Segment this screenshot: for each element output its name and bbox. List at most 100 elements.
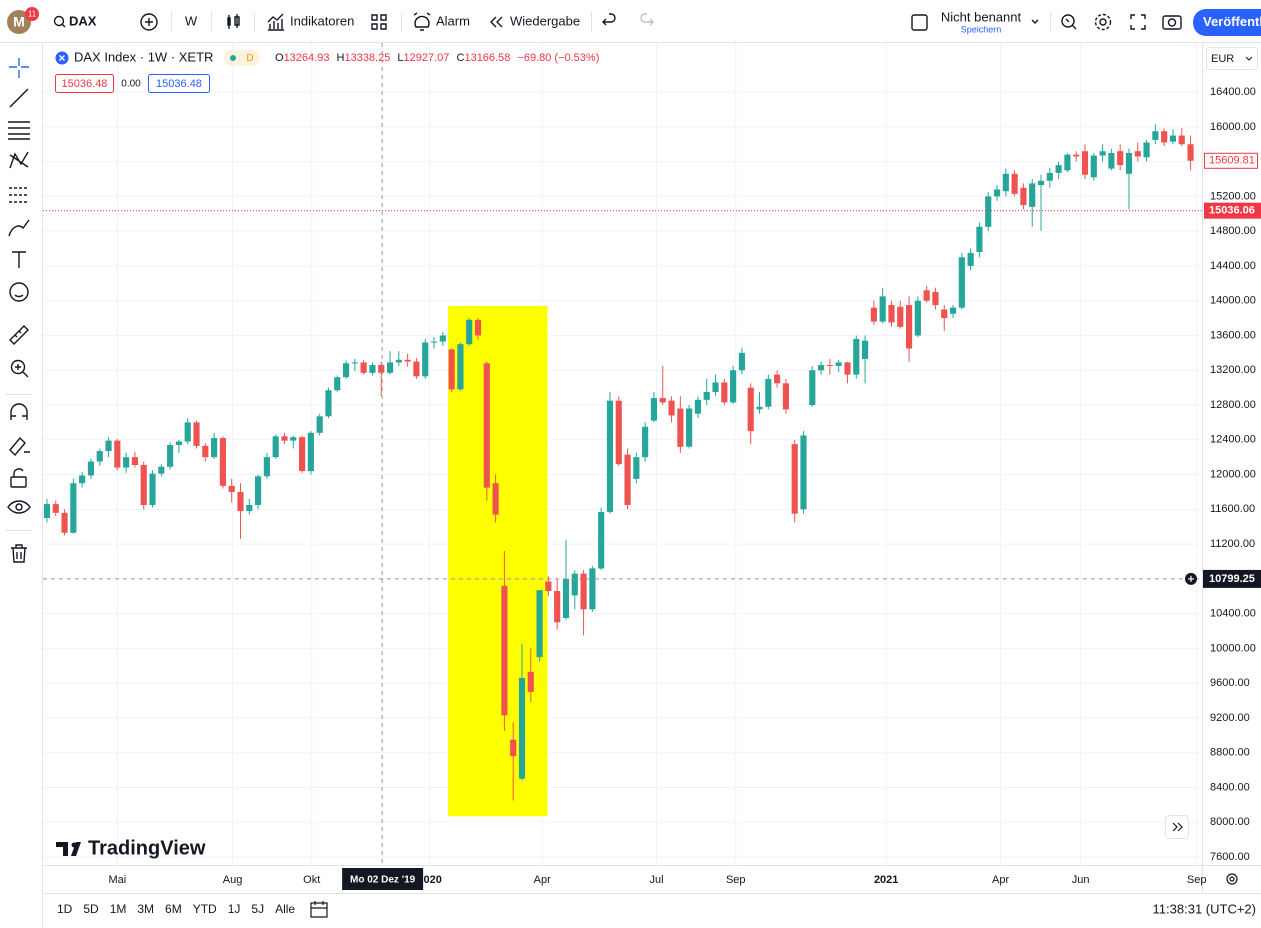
undo-button[interactable] (602, 13, 616, 26)
crosshair-tool[interactable] (9, 58, 29, 78)
range-button[interactable]: 5D (83, 902, 99, 916)
prediction-tool[interactable] (9, 187, 29, 203)
candle-body (809, 370, 816, 406)
candle-body (70, 483, 77, 533)
quick-search[interactable] (1061, 14, 1075, 28)
currency: EUR (1211, 53, 1234, 65)
candle-body (79, 475, 86, 484)
layout-menu[interactable] (1031, 19, 1039, 24)
axis-settings[interactable] (1226, 873, 1238, 885)
layout-name[interactable]: Nicht benannt (941, 9, 1022, 24)
candle-body (211, 438, 218, 458)
range-button[interactable]: 6M (165, 902, 182, 916)
price-tick-label: 15200.00 (1210, 190, 1256, 202)
candle-body (800, 435, 807, 510)
redo-button[interactable] (640, 13, 654, 26)
price-tick-label: 13600.00 (1210, 329, 1256, 341)
candle-body (571, 573, 578, 596)
candle-body (905, 305, 913, 349)
text-tool[interactable] (12, 251, 26, 268)
time-tick-label: Aug (223, 874, 243, 886)
alert-price-box (1204, 202, 1261, 219)
candle-body (941, 309, 948, 319)
range-button[interactable]: 1M (110, 902, 127, 916)
fib-tool[interactable] (8, 121, 30, 140)
candle-body (430, 341, 438, 343)
goto-date[interactable] (310, 901, 328, 918)
candle-body (61, 512, 68, 533)
publish-button[interactable] (1193, 9, 1261, 36)
price-tick-label: 10400.00 (1210, 608, 1256, 620)
candle-body (967, 252, 974, 266)
emoji-tool[interactable] (9, 282, 29, 302)
templates-button[interactable] (371, 14, 387, 30)
ask-box[interactable] (148, 74, 210, 93)
candle-body (668, 400, 675, 416)
candle-body (615, 400, 622, 465)
chart-type-button[interactable] (227, 14, 240, 29)
time-tick-label: Mai (108, 874, 126, 886)
quick-search-icon (1065, 18, 1077, 30)
candle-body (360, 362, 367, 373)
delete-tool[interactable] (11, 544, 27, 563)
settings-button[interactable] (1094, 13, 1112, 31)
range-button[interactable]: 5J (251, 902, 264, 916)
trendline-tool[interactable] (9, 88, 29, 108)
candle-body (932, 292, 939, 306)
symbol[interactable]: DAX (69, 13, 97, 28)
candle-body (949, 307, 957, 314)
lock-tool[interactable] (10, 476, 27, 488)
brush-tool[interactable] (8, 219, 30, 237)
candle-body (316, 416, 323, 433)
visibility-tool[interactable] (7, 500, 31, 514)
candle-body (712, 382, 719, 392)
price-tick-label: 16400.00 (1210, 86, 1256, 98)
replay-button[interactable]: Wiedergabe (510, 13, 580, 28)
candle-body (369, 365, 376, 373)
candle-body (721, 382, 728, 403)
compare-button[interactable] (140, 13, 158, 31)
pattern-tool[interactable] (9, 151, 29, 169)
low-label: L (397, 52, 403, 64)
candle-body (844, 362, 851, 375)
snapshot-button[interactable] (1162, 15, 1182, 30)
range-button[interactable]: 3M (137, 902, 154, 916)
candle-body (686, 408, 693, 447)
candle-body (976, 226, 983, 253)
range-button[interactable]: 1D (57, 902, 73, 916)
candle-body (1064, 154, 1071, 171)
currency-selector[interactable] (1206, 47, 1258, 70)
magnet-tool[interactable] (10, 403, 28, 420)
candle-body (325, 390, 332, 417)
candle-body (105, 440, 112, 452)
high-value: 13338.25 (344, 52, 390, 64)
ohlc-readout: O13264.93 H13338.25 L12927.07 C13166.58 … (275, 52, 599, 64)
candle-body (747, 387, 754, 432)
range-button[interactable]: YTD (193, 902, 217, 916)
avatar[interactable] (7, 10, 31, 34)
price-tick-label: 16000.00 (1210, 121, 1256, 133)
candle-body (342, 363, 350, 378)
candle-body (527, 671, 534, 692)
time-tick-label: Apr (534, 874, 551, 886)
candle-body (43, 504, 51, 519)
candle-body (1161, 131, 1168, 143)
crosshair-price: 10799.25 (1209, 573, 1255, 585)
candle-body (993, 189, 1001, 197)
indicators-button[interactable]: Indikatoren (290, 13, 354, 28)
layout-checkbox[interactable] (911, 14, 928, 31)
time-tick-label: 2020 (417, 874, 441, 886)
fullscreen-button[interactable] (1130, 14, 1146, 30)
bid-box[interactable] (55, 74, 114, 93)
ruler-tool[interactable] (9, 325, 29, 345)
stay-drawing-tool[interactable] (9, 436, 30, 457)
alert-button[interactable]: Alarm (436, 13, 470, 28)
price-tick-label: 12400.00 (1210, 434, 1256, 446)
candle-body (158, 466, 165, 474)
candle-body (598, 511, 605, 569)
interval[interactable]: W (185, 13, 198, 28)
range-button[interactable]: Alle (275, 902, 295, 916)
range-button[interactable]: 1J (228, 902, 241, 916)
candle-body (386, 362, 394, 373)
zoom-tool[interactable] (10, 359, 26, 375)
